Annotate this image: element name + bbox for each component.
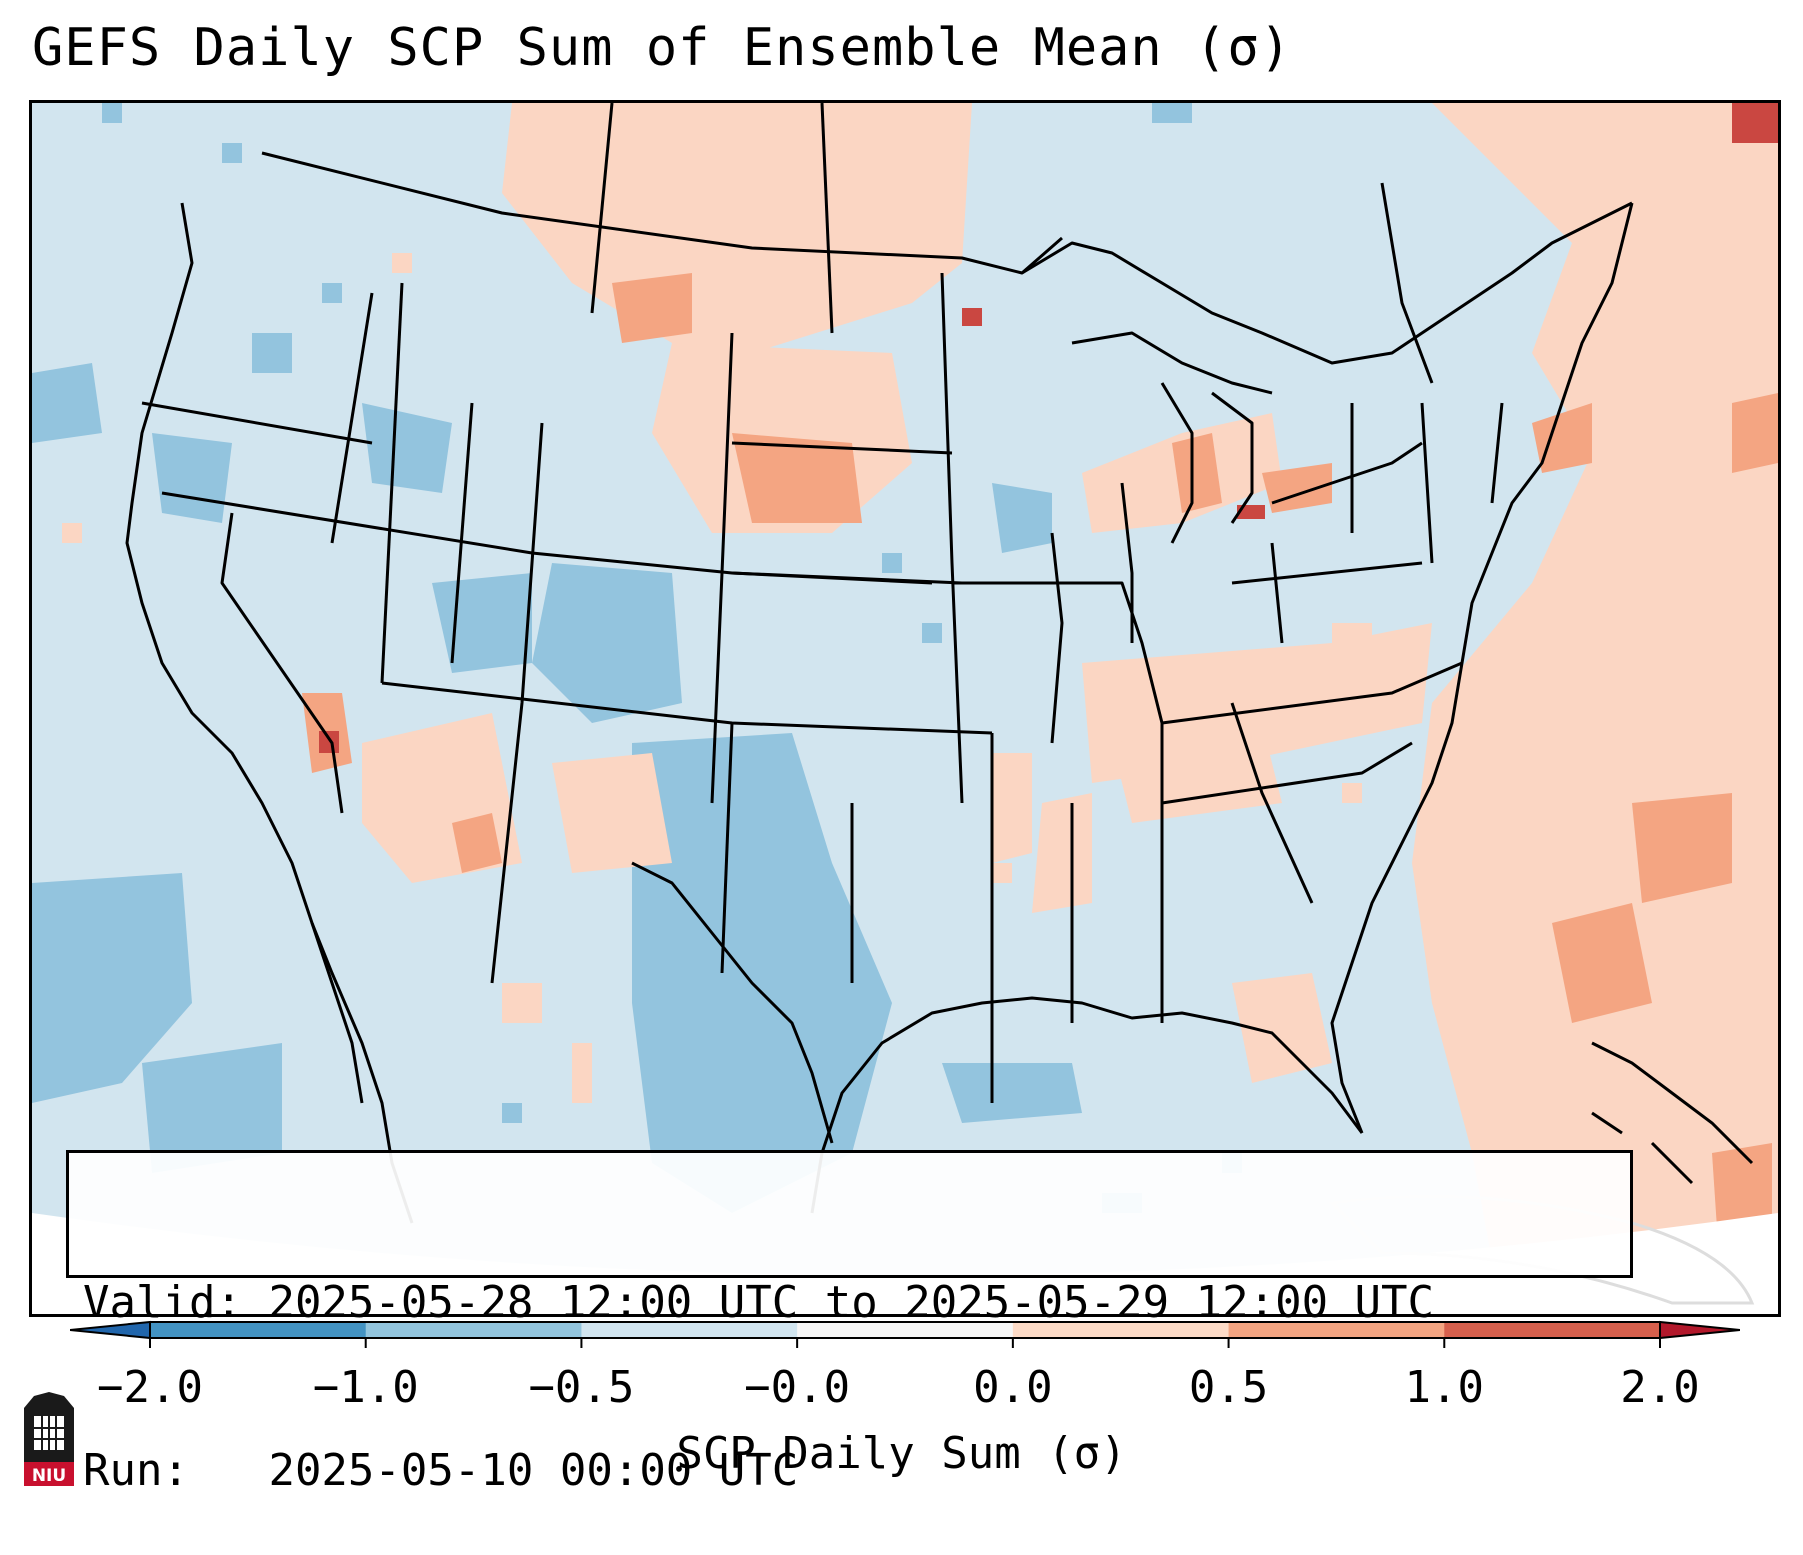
colorbar-tick-label: 0.5: [1188, 1362, 1269, 1413]
run-line: Run: 2025-05-10 00:00 UTC: [83, 1443, 1616, 1499]
colorbar-ticks: −2.0 −1.0 −0.5 −0.0 0.0 0.5 1.0 2.0: [0, 1362, 1803, 1422]
colorbar-tick-label: −1.0: [312, 1362, 419, 1413]
colorbar-tick-label: −0.0: [744, 1362, 851, 1413]
valid-line: Valid: 2025-05-28 12:00 UTC to 2025-05-2…: [83, 1275, 1616, 1331]
run-value: 2025-05-10 00:00 UTC: [268, 1445, 799, 1496]
map-panel[interactable]: [29, 100, 1781, 1317]
chart-title: GEFS Daily SCP Sum of Ensemble Mean (σ): [32, 18, 1292, 78]
valid-label: Valid:: [83, 1277, 242, 1328]
colorbar-segment: [1444, 1322, 1661, 1338]
usa-map-icon: [32, 103, 1778, 1314]
colorbar-segment: [150, 1322, 367, 1338]
colorbar: [70, 1320, 1740, 1360]
colorbar-tick-label: 2.0: [1620, 1362, 1700, 1413]
logo-text: NIU: [32, 1466, 66, 1486]
colorbar-label: SCP Daily Sum (σ): [676, 1428, 1127, 1479]
university-seal-icon: NIU: [24, 1392, 74, 1486]
colorbar-segment: [1228, 1322, 1445, 1338]
colorbar-tick-label: 0.0: [973, 1362, 1053, 1413]
colorbar-segment: [797, 1322, 1014, 1338]
colorbar-segment: [1012, 1322, 1230, 1338]
validity-info-box: Valid: 2025-05-28 12:00 UTC to 2025-05-2…: [66, 1150, 1633, 1496]
colorbar-extend-high: [1659, 1320, 1740, 1340]
colorbar-tick-label: −0.5: [528, 1362, 635, 1413]
colorbar-extend-low: [70, 1320, 151, 1340]
colorbar-segment: [365, 1322, 582, 1338]
colorbar-tick-label: −2.0: [97, 1362, 203, 1413]
run-label: Run:: [83, 1445, 189, 1496]
colorbar-graphic: [70, 1320, 1740, 1348]
valid-value: 2025-05-28 12:00 UTC to 2025-05-29 12:00…: [268, 1277, 1435, 1328]
colorbar-tick-label: 1.0: [1404, 1362, 1485, 1413]
colorbar-segment: [581, 1322, 798, 1338]
